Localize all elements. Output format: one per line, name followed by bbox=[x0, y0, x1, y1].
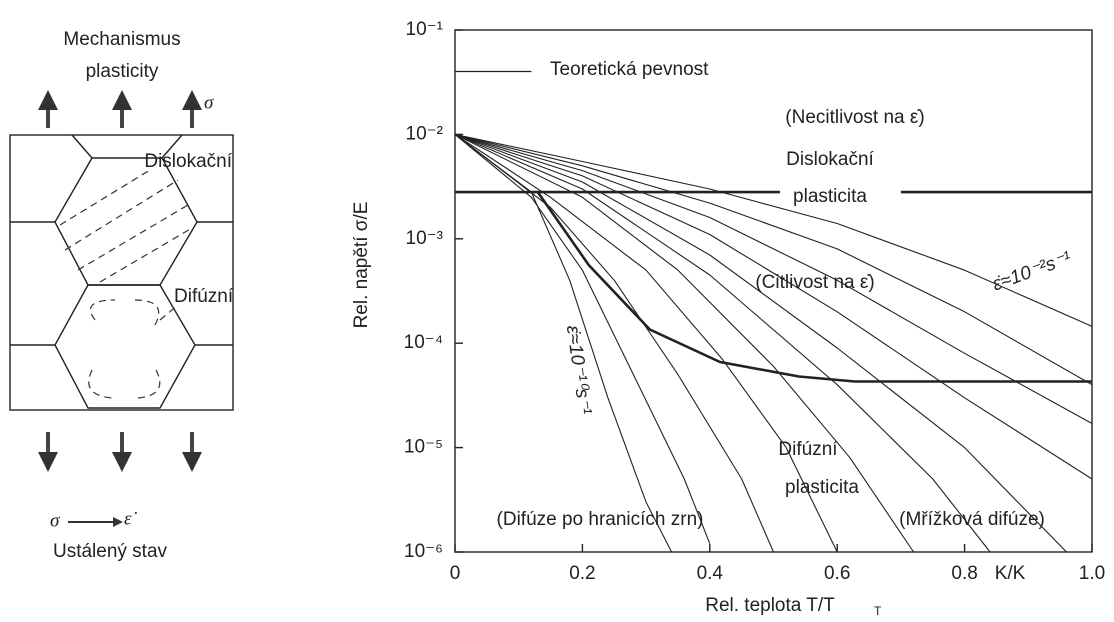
y-tick-label: 10⁻⁵ bbox=[404, 437, 443, 458]
y-tick-label: 10⁻⁶ bbox=[404, 541, 443, 562]
curve bbox=[454, 133, 775, 553]
annotation: K/K bbox=[995, 563, 1026, 584]
curve bbox=[454, 133, 915, 553]
annotation: ε̇≈10⁻¹⁰s⁻¹ bbox=[562, 324, 595, 416]
curve bbox=[454, 133, 1093, 386]
annotation: Teoretická pevnost bbox=[550, 59, 709, 80]
stress-arrows bbox=[38, 90, 202, 472]
annotation: Difúzní bbox=[778, 439, 838, 460]
x-tick-label: 1.0 bbox=[1079, 563, 1105, 584]
annotation: (Difúze po hranicích zrn) bbox=[497, 509, 704, 530]
curve bbox=[454, 133, 991, 553]
annotation: (Necitlivost na ε̇) bbox=[785, 107, 924, 128]
x-tick-label: 0 bbox=[450, 563, 461, 584]
curve bbox=[454, 133, 1093, 424]
curve bbox=[454, 133, 1093, 480]
diagram-caption: Ustálený stav bbox=[53, 541, 168, 562]
x-tick-label: 0.6 bbox=[824, 563, 850, 584]
annotation: plasticita bbox=[793, 186, 867, 207]
x-tick-label: 0.8 bbox=[951, 563, 977, 584]
curve bbox=[454, 133, 1093, 327]
annotation: Dislokační bbox=[786, 149, 874, 170]
diffusion-paths bbox=[88, 299, 179, 399]
curve bbox=[454, 133, 673, 553]
curve bbox=[454, 133, 1067, 553]
mechanism-diagram: Mechanismus plasticity σ Dislokační Difú… bbox=[9, 29, 234, 562]
curve bbox=[536, 191, 1092, 383]
diagram-title: Mechanismus bbox=[63, 29, 180, 50]
annotation: (Mřížková difúze) bbox=[899, 509, 1045, 530]
diffusion-label: Difúzní bbox=[174, 286, 234, 307]
annotation: (Citlivost na ε̇) bbox=[755, 272, 874, 293]
y-tick-label: 10⁻¹ bbox=[406, 19, 444, 40]
y-axis-label: Rel. napětí σ/E bbox=[351, 202, 372, 329]
chart: Rel. napětí σ/E Rel. teplota T/T T Teore… bbox=[351, 19, 1105, 618]
relation-right: ε̇ bbox=[124, 508, 137, 529]
x-axis-label-subscript: T bbox=[874, 604, 882, 618]
curve bbox=[454, 133, 838, 553]
y-tick-label: 10⁻² bbox=[406, 123, 444, 144]
dislocation-label: Dislokační bbox=[144, 151, 232, 172]
diagram-title: plasticity bbox=[86, 61, 159, 82]
grains bbox=[10, 134, 233, 409]
annotation: ε̇≈10⁻²s⁻¹ bbox=[990, 248, 1074, 296]
x-tick-label: 0.2 bbox=[569, 563, 595, 584]
annotation: plasticita bbox=[785, 477, 859, 498]
grain-box bbox=[9, 134, 234, 411]
dislocation-paths bbox=[59, 169, 193, 283]
y-tick-label: 10⁻³ bbox=[406, 228, 444, 249]
sigma-label: σ bbox=[204, 92, 214, 113]
x-axis-label: Rel. teplota T/T bbox=[705, 595, 835, 616]
curve bbox=[454, 133, 711, 544]
x-tick-label: 0.4 bbox=[697, 563, 724, 584]
relation-left: σ bbox=[50, 510, 60, 531]
y-tick-label: 10⁻⁴ bbox=[404, 332, 443, 353]
